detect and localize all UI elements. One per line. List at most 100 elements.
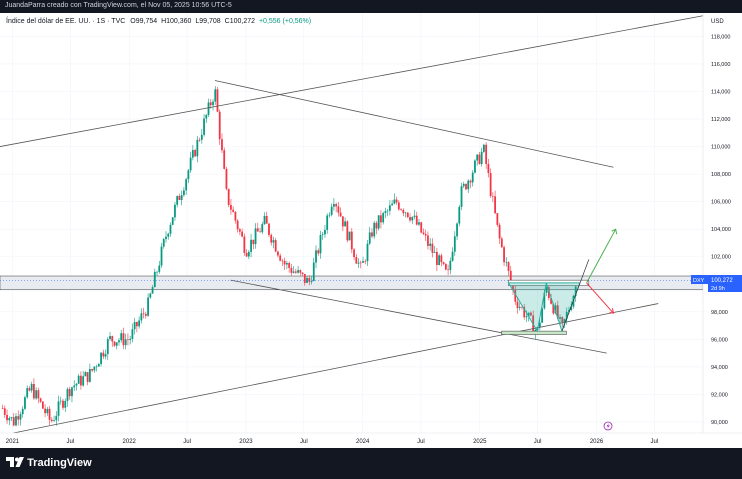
time-tick-label: Jul xyxy=(300,439,308,445)
time-tick-label: Jul xyxy=(651,439,659,445)
candle-body xyxy=(498,224,501,239)
candle-body xyxy=(456,223,458,237)
candle-body xyxy=(505,262,508,263)
lightning-icon[interactable] xyxy=(603,421,613,431)
candle-body xyxy=(509,270,512,283)
candle-body xyxy=(109,336,111,340)
candle-body xyxy=(375,222,378,229)
candle-body xyxy=(359,262,362,264)
candle-body xyxy=(523,307,526,318)
candle-body xyxy=(174,204,176,218)
price-axis[interactable] xyxy=(703,13,742,448)
candle-body xyxy=(1,408,4,409)
candle-body xyxy=(494,196,497,214)
candle-body xyxy=(500,238,503,248)
price-tick-label: 96,000 xyxy=(711,337,728,343)
candle-body xyxy=(203,118,205,135)
candle-body xyxy=(487,163,490,174)
candle-body xyxy=(26,388,29,398)
candle-body xyxy=(321,234,324,236)
candle-body xyxy=(543,292,546,309)
tradingview-logo[interactable]: TradingView xyxy=(6,457,92,469)
candle-body xyxy=(310,280,313,282)
candle-body xyxy=(299,270,302,273)
candle-body xyxy=(411,216,414,221)
candle-body xyxy=(241,231,244,237)
candle-body xyxy=(223,150,226,169)
price-tick-label: 92,000 xyxy=(711,392,728,398)
chart-zones xyxy=(0,275,704,291)
candle-body xyxy=(185,179,188,191)
candle-body xyxy=(68,389,71,397)
candle-body xyxy=(538,322,541,327)
candle-body xyxy=(144,313,147,316)
bearish-arrowhead xyxy=(609,308,615,314)
time-tick-label: 2023 xyxy=(239,439,253,445)
candle-body xyxy=(62,400,64,408)
candle-body xyxy=(521,306,523,308)
candle-body xyxy=(324,229,326,235)
candle-body xyxy=(44,408,46,414)
candle-body xyxy=(247,251,250,257)
candle-body xyxy=(422,232,425,235)
time-tick-label: 2025 xyxy=(473,439,487,445)
pattern-trigger-line xyxy=(561,259,590,332)
chart-legend: Índice del dólar de EE. UU. · 1S · TVC O… xyxy=(6,16,311,25)
candle-body xyxy=(333,204,335,207)
candle-body xyxy=(165,236,167,240)
candle-body xyxy=(489,173,492,197)
candle-body xyxy=(209,102,212,106)
candle-body xyxy=(28,388,31,391)
candle-body xyxy=(64,400,67,408)
candle-body xyxy=(357,262,360,264)
candle-body xyxy=(294,271,297,273)
candle-body xyxy=(100,352,102,365)
candle-body xyxy=(33,383,35,399)
candle-body xyxy=(503,247,505,263)
candle-body xyxy=(366,243,369,262)
candle-body xyxy=(556,305,559,319)
pattern-drawing xyxy=(501,259,590,335)
candle-body xyxy=(565,311,568,320)
candlestick-series xyxy=(1,86,577,427)
candle-body xyxy=(449,260,452,271)
candle-body xyxy=(330,206,333,215)
candle-body xyxy=(297,270,299,273)
candle-body xyxy=(167,233,170,237)
candle-body xyxy=(308,277,311,282)
candle-body xyxy=(245,252,248,257)
candle-body xyxy=(388,205,391,211)
price-tick-label: 90,000 xyxy=(711,420,728,426)
candle-body xyxy=(447,269,449,271)
candle-body xyxy=(3,408,6,415)
candle-body xyxy=(429,243,432,246)
candle-body xyxy=(303,273,306,283)
candle-body xyxy=(350,231,353,250)
candle-body xyxy=(259,231,261,233)
candle-body xyxy=(158,265,161,272)
candle-body xyxy=(377,215,380,229)
candle-body xyxy=(106,339,109,355)
candle-body xyxy=(514,289,517,302)
candle-body xyxy=(127,339,129,340)
candle-body xyxy=(53,420,55,422)
candle-body xyxy=(66,389,69,401)
candle-body xyxy=(133,322,136,330)
price-badge-symbol-bg xyxy=(691,275,708,284)
tradingview-logo-icon xyxy=(6,457,24,467)
candle-body xyxy=(326,215,329,230)
candle-body xyxy=(559,317,561,319)
candle-body xyxy=(57,401,60,416)
trendline xyxy=(230,279,607,354)
time-tick-label: Jul xyxy=(417,439,425,445)
price-tick-label: 104,000 xyxy=(711,227,731,233)
candle-body xyxy=(527,312,530,317)
candle-body xyxy=(191,149,194,158)
price-chart[interactable]: Índice del dólar de EE. UU. · 1S · TVC O… xyxy=(0,13,742,448)
candle-body xyxy=(17,416,20,420)
candle-body xyxy=(312,262,315,281)
time-tick-label: 2022 xyxy=(123,439,137,445)
candle-body xyxy=(225,168,228,189)
time-axis[interactable] xyxy=(0,433,742,448)
time-tick-label: Jul xyxy=(534,439,542,445)
